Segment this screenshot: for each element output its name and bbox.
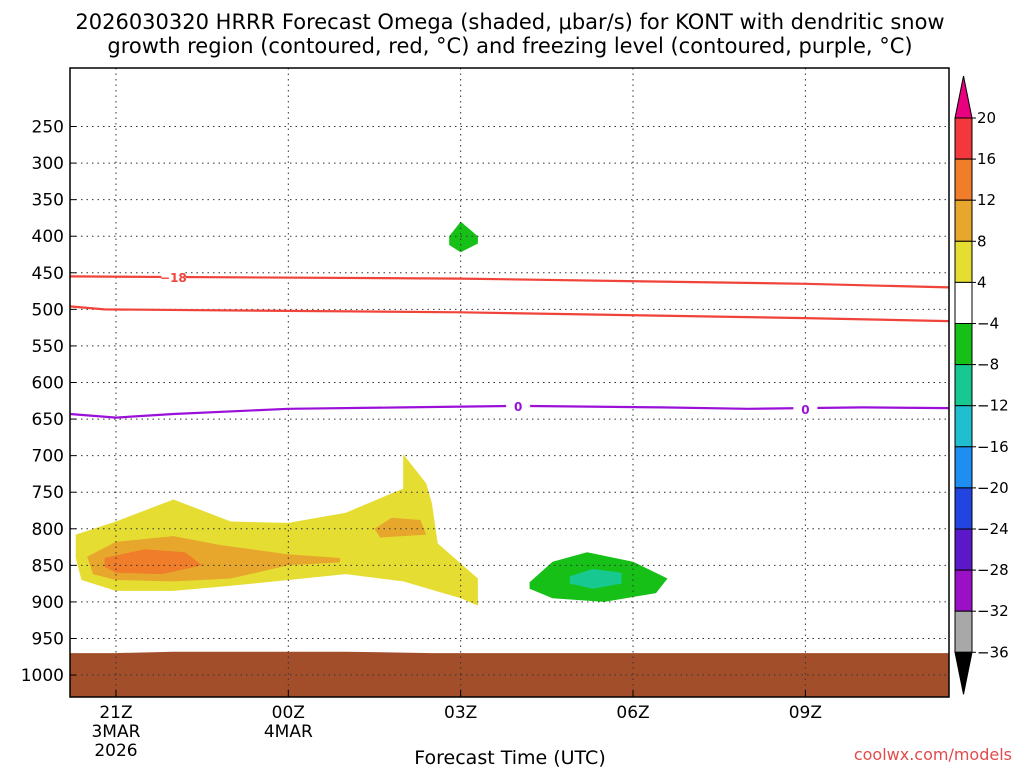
terrain-layer bbox=[70, 651, 949, 697]
y-tick-label-250: 250 bbox=[32, 118, 64, 138]
colorbar-label-4: 4 bbox=[977, 273, 987, 291]
colorbar-label-13: −36 bbox=[977, 643, 1009, 661]
y-tick-label-500: 500 bbox=[32, 300, 64, 320]
colorbar-label-0: 20 bbox=[977, 109, 996, 127]
colorbar-label-6: −8 bbox=[977, 356, 999, 374]
y-tick-label-350: 350 bbox=[32, 191, 64, 211]
colorbar-label-3: 8 bbox=[977, 232, 987, 250]
colorbar-band-0 bbox=[954, 117, 973, 160]
colorbar-band-8 bbox=[954, 446, 973, 489]
colorbar-band-1 bbox=[954, 158, 973, 201]
grid-layer bbox=[70, 68, 949, 697]
x-tick-label-03Z: 03Z bbox=[444, 703, 477, 723]
colorbar-band-10 bbox=[954, 528, 973, 571]
colorbar-label-8: −16 bbox=[977, 438, 1009, 456]
colorbar-band-3 bbox=[954, 240, 973, 283]
y-tick-label-1000: 1000 bbox=[21, 666, 64, 686]
x-tick-sublabel-date: 4MAR bbox=[264, 722, 313, 742]
contour-dendritic-upper bbox=[69, 275, 950, 289]
colorbar-band-4 bbox=[954, 281, 973, 324]
colorbar-band-7 bbox=[954, 405, 973, 448]
contour-label-bg bbox=[506, 397, 531, 413]
y-tick-label-300: 300 bbox=[32, 154, 64, 174]
colorbar-arrow-bottom bbox=[954, 651, 973, 695]
contour-label-bg bbox=[793, 400, 818, 416]
contour-dendritic-lower bbox=[69, 305, 950, 323]
y-tick-label-650: 650 bbox=[32, 410, 64, 430]
y-tick-label-550: 550 bbox=[32, 337, 64, 357]
colorbar-label-7: −12 bbox=[977, 397, 1009, 415]
colorbar-band-5 bbox=[954, 323, 973, 366]
x-tick-label-06Z: 06Z bbox=[616, 703, 649, 723]
colorbar: 20 16 12 8 4 −4 −8 −12 −16 −20 −24 −28 −32 −36 bbox=[954, 75, 1009, 695]
omega-region-downward-motion-4-8-a bbox=[449, 221, 478, 253]
x-tick-label-21Z: 21Z bbox=[99, 703, 132, 723]
contour-label-1: 0 bbox=[514, 400, 522, 414]
omega-region-downward-motion-8-12 bbox=[569, 569, 622, 589]
contour-label-0: −18 bbox=[160, 271, 187, 285]
x-tick-label-09Z: 09Z bbox=[789, 703, 822, 723]
y-tick-label-700: 700 bbox=[32, 447, 64, 467]
omega-region-upward-motion-8-12-b bbox=[374, 517, 427, 538]
colorbar-label-9: −20 bbox=[977, 479, 1009, 497]
chart-title-line-1: 2026030320 HRRR Forecast Omega (shaded, … bbox=[75, 10, 944, 34]
colorbar-label-1: 16 bbox=[977, 150, 996, 168]
x-tick-sublabel-year: 2026 bbox=[94, 741, 137, 761]
y-tick-label-950: 950 bbox=[32, 629, 64, 649]
colorbar-label-10: −24 bbox=[977, 520, 1009, 538]
colorbar-label-12: −32 bbox=[977, 602, 1009, 620]
y-tick-label-600: 600 bbox=[32, 374, 64, 394]
colorbar-band-9 bbox=[954, 487, 973, 530]
colorbar-label-2: 12 bbox=[977, 191, 996, 209]
contour-label-2: 0 bbox=[801, 403, 809, 417]
y-tick-label-450: 450 bbox=[32, 264, 64, 284]
contour-label-bg bbox=[161, 269, 186, 285]
colorbar-label-11: −28 bbox=[977, 561, 1009, 579]
colorbar-label-5: −4 bbox=[977, 315, 999, 333]
credit-text: coolwx.com/models bbox=[854, 745, 1012, 764]
y-tick-label-850: 850 bbox=[32, 556, 64, 576]
chart-title-line-2: growth region (contoured, red, °C) and f… bbox=[107, 34, 912, 58]
omega-fill-layer bbox=[75, 221, 668, 606]
colorbar-band-6 bbox=[954, 364, 973, 407]
y-tick-label-800: 800 bbox=[32, 520, 64, 540]
x-tick-sublabel-date: 3MAR bbox=[91, 722, 140, 742]
y-tick-label-400: 400 bbox=[32, 227, 64, 247]
terrain-area bbox=[70, 651, 949, 697]
y-axis: 250 300 350 400 450 500 550 600 650 700 750 800 850 9… bbox=[21, 118, 76, 686]
colorbar-band-12 bbox=[954, 610, 973, 653]
y-tick-label-900: 900 bbox=[32, 593, 64, 613]
contour-layer: −18 0 0 bbox=[69, 269, 950, 419]
y-tick-label-750: 750 bbox=[32, 483, 64, 503]
x-axis-label: Forecast Time (UTC) bbox=[414, 747, 605, 768]
omega-region-upward-motion-12-16 bbox=[104, 549, 203, 575]
x-tick-label-00Z: 00Z bbox=[272, 703, 305, 723]
colorbar-band-2 bbox=[954, 199, 973, 242]
colorbar-band-11 bbox=[954, 569, 973, 612]
